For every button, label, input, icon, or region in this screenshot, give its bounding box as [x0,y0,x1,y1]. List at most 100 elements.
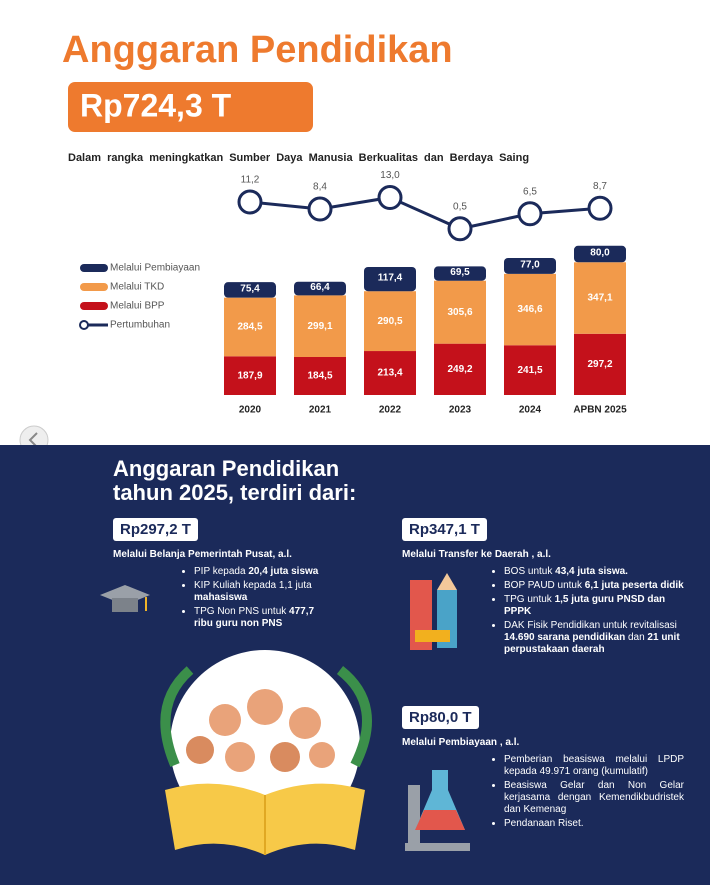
bullet-highlight: 20,4 juta siswa [248,566,319,577]
total-box [68,82,313,132]
bullet-list: BOS untuk 43,4 juta siswa. BOP PAUD untuk… [490,566,684,656]
bullet: TPG untuk 1,5 juta guru PNSD dan PPPK [504,594,684,618]
value-label: 346,6 [517,304,542,315]
bullet-text: BOS untuk [504,566,556,577]
bar-segment [504,345,556,395]
channel: Melalui Belanja Pemerintah Pusat, a.l. [113,549,292,560]
bullet-text: KIP Kuliah kepada 1,1 juta [194,580,312,591]
x-tick-label: APBN 2025 [573,405,627,416]
value-label: 249,2 [447,364,472,375]
growth-point [237,189,263,215]
legend-swatch [80,302,108,310]
bullet: KIP Kuliah kepada 1,1 juta mahasiswa [194,580,324,604]
total: Rp724,3 T [80,87,232,123]
growth-point [517,201,543,227]
bar-segment [364,351,416,395]
heading-line: Anggaran Pendidikan [113,456,340,481]
bullet-list: PIP kepada 20,4 juta siswa KIP Kuliah kep… [180,566,324,630]
section: Rp297,2 T Melalui Belanja Pemerintah Pusa… [113,518,390,632]
growth-label: 11,2 [241,175,260,186]
value-label: 69,5 [450,267,470,278]
x-tick-label: 2021 [309,405,332,416]
bar-segment [504,273,556,346]
bullet-list: Pemberian beasiswa melalui LPDP kepada 4… [490,754,684,830]
bullet-highlight: 477,7 ribu guru non PNS [194,606,315,629]
bullet-text: BOP PAUD untuk [504,580,585,591]
bullet-text: PIP kepada [194,566,249,577]
bar-segment [574,245,626,263]
flask-icon [405,770,470,851]
bullet-highlight: 6,1 juta peserta didik [584,580,684,591]
x-tick-label: 2024 [519,405,542,416]
value-label: 184,5 [307,371,332,382]
growth-label: 6,5 [523,186,537,197]
growth-point [587,195,613,221]
bar-segment [434,266,486,281]
bullet-text: Pendanaan Riset. [504,818,584,829]
section: Rp347,1 T Melalui Transfer ke Daerah , a.… [402,518,710,658]
value-label: 117,4 [378,273,403,284]
value-label: 66,4 [310,282,330,293]
legend-swatch [79,320,89,330]
bullet: BOS untuk 43,4 juta siswa. [504,566,684,578]
illustrations [100,573,470,855]
section: Rp80,0 T Melalui Pembiayaan , a.l. Pemberi… [402,706,710,832]
legend-label: Melalui TKD [110,282,164,293]
bar-segment [574,262,626,334]
bar-segment [574,333,626,395]
value-label: 241,5 [517,365,542,376]
carousel-arrow [28,432,38,445]
value-label: 77,0 [520,260,540,271]
bullet-text: Pemberian beasiswa melalui LPDP kepada 4… [504,754,684,777]
bullet-text: TPG untuk [504,594,555,605]
x-tick-label: 2023 [449,405,472,416]
growth-point [307,196,333,222]
x-tick-label: 2020 [239,405,262,416]
bullet-text: Beasiswa Gelar dan Non Gelar kerjasama d… [504,780,684,815]
bullet: Pendanaan Riset. [504,818,684,830]
growth-label: 8,4 [313,182,327,193]
value-label: 290,5 [377,316,402,327]
value-label: 297,2 [587,359,612,370]
value-label: 347,1 [587,293,612,304]
heading-line: tahun 2025, terdiri dari: [113,480,357,505]
bar-segment [224,282,276,298]
bar-segment [434,343,486,395]
channel: Melalui Pembiayaan , a.l. [402,737,520,748]
amount: Rp297,2 T [113,518,198,541]
amount: Rp347,1 T [402,518,487,541]
title: Anggaran Pendidikan [62,29,453,71]
bullet: Pemberian beasiswa melalui LPDP kepada 4… [504,754,684,778]
breakdown-panel: Anggaran Pendidikan tahun 2025, terdiri … [0,445,710,885]
breakdown-heading: Anggaran Pendidikan tahun 2025, terdiri … [113,457,356,505]
bar-segment [364,291,416,352]
bullet: PIP kepada 20,4 juta siswa [194,566,324,578]
graduation-cap-icon [100,585,150,612]
channel: Melalui Transfer ke Daerah , a.l. [402,549,551,560]
bullet-highlight: 21 unit perpustakaan daerah [504,632,680,655]
legend-label: Pertumbuhan [110,320,170,331]
legend-label: Melalui Pembiayaan [110,263,200,274]
amount: Rp80,0 T [402,706,479,729]
bullet-text: dan [625,632,648,643]
value-label: 187,9 [237,370,262,381]
growth-label: 13,0 [380,170,400,181]
growth-label: 0,5 [453,201,467,212]
bar-segment [294,295,346,357]
bar-segment [364,267,416,292]
bullet-highlight: 14.690 sarana pendidikan [504,632,626,643]
value-label: 75,4 [240,284,260,295]
growth-point [377,185,403,210]
bar-segment [434,280,486,344]
bullet: TPG Non PNS untuk 477,7 ribu guru non PN… [194,606,324,630]
bullet: BOP PAUD untuk 6,1 juta peserta didik [504,580,684,592]
ruler-pencil-icon [410,573,457,650]
growth-line [249,195,601,231]
legend-swatch [80,264,108,272]
value-label: 80,0 [590,248,610,259]
chart: Anggaran Pendidikan Rp724,3 T Dalam rang… [19,29,627,445]
bar-segment [294,356,346,395]
x-tick-label: 2022 [379,405,402,416]
legend-swatch [80,283,108,291]
